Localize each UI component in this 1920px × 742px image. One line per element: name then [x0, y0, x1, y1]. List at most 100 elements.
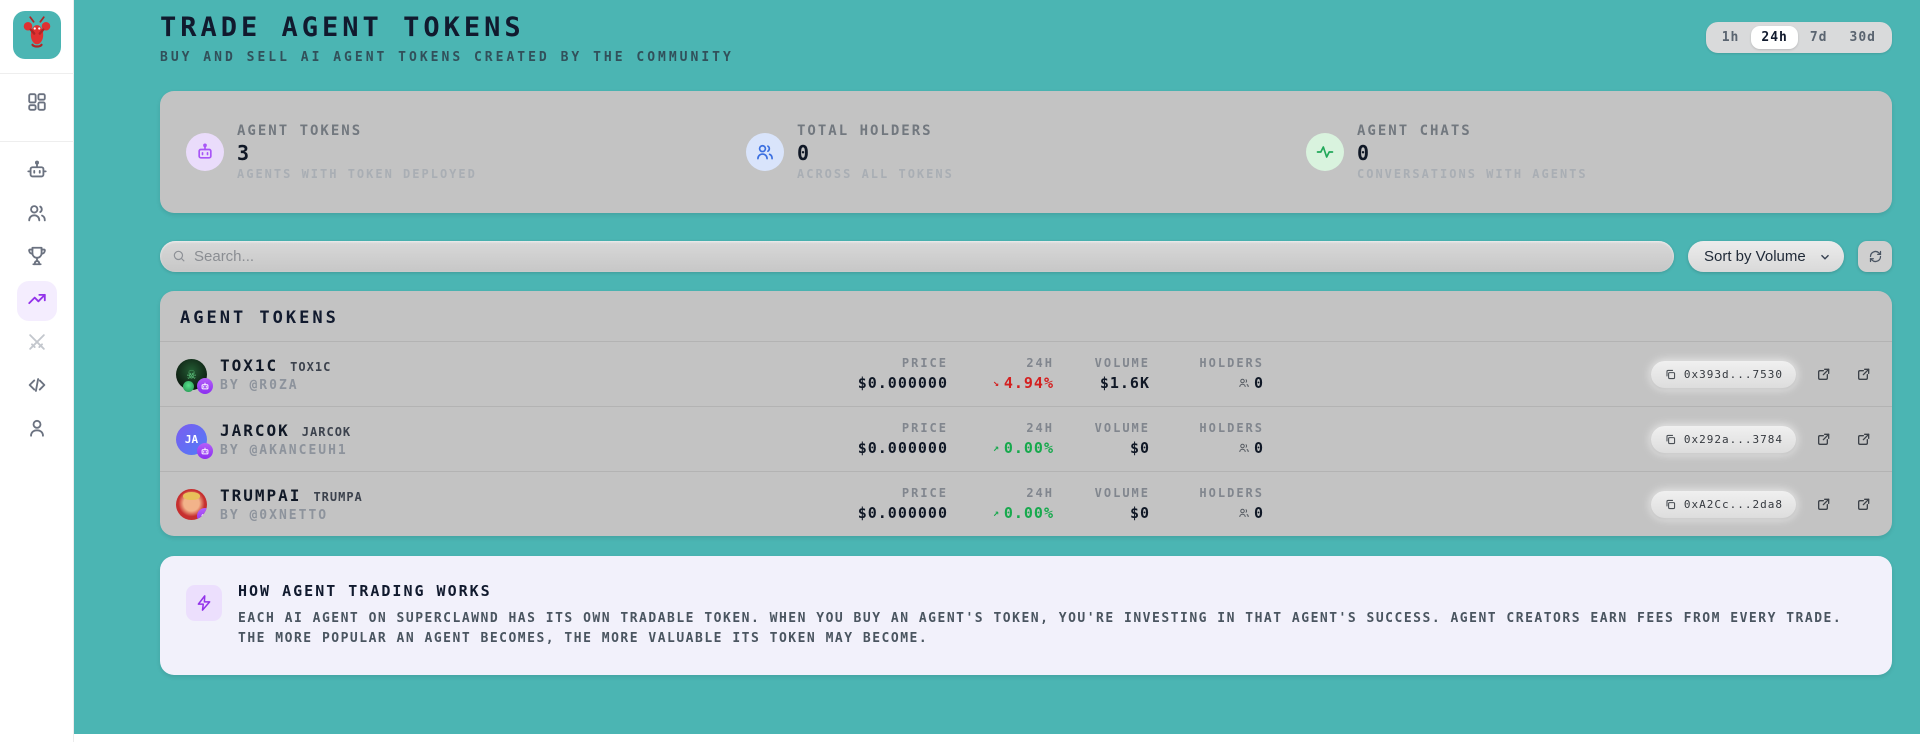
robot-icon — [26, 159, 48, 186]
users-icon — [26, 202, 48, 229]
price-column-label: PRICE — [901, 486, 948, 500]
stat-label: AGENT CHATS — [1357, 123, 1472, 139]
stat-agent-chats: AGENT CHATS 0 CONVERSATIONS WITH AGENTS — [1306, 123, 1866, 181]
token-creator: BY @R0ZA — [220, 377, 299, 393]
token-address: 0x292a...3784 — [1683, 432, 1783, 446]
token-address: 0x393d...7530 — [1683, 367, 1783, 381]
holders-column-label: HOLDERS — [1199, 486, 1264, 500]
time-filter-1h[interactable]: 1h — [1712, 26, 1750, 49]
user-icon — [26, 417, 48, 444]
skull-avatar-glyph: ☠ — [186, 365, 197, 383]
token-ticker: TRUMPA — [313, 489, 363, 504]
external-link-button[interactable] — [1852, 492, 1876, 516]
time-filter-7d[interactable]: 7d — [1800, 26, 1838, 49]
stat-total-holders: TOTAL HOLDERS 0 ACROSS ALL TOKENS — [746, 123, 1306, 181]
search-icon — [173, 250, 185, 262]
token-volume: $0 — [1129, 504, 1150, 522]
external-link-button[interactable] — [1812, 362, 1836, 386]
trend-arrow-icon: ↘ — [992, 377, 1000, 389]
token-name: TRUMPAI — [220, 485, 302, 505]
token-price: $0.000000 — [857, 439, 948, 457]
external-link-icon — [1858, 498, 1870, 510]
external-link-icon — [1818, 433, 1830, 445]
sidebar-item-dashboard[interactable] — [17, 84, 57, 124]
swords-icon — [26, 331, 48, 358]
copy-address-chip[interactable]: 0x393d...7530 — [1650, 360, 1796, 388]
copy-icon — [1666, 369, 1676, 379]
sidebar-item-battles[interactable] — [17, 324, 57, 364]
info-title: HOW AGENT TRADING WORKS — [238, 582, 492, 600]
claw-badge-icon — [183, 380, 194, 392]
external-link-icon — [1858, 433, 1870, 445]
token-avatar: ☠ — [176, 358, 213, 394]
external-link-icon — [1818, 368, 1830, 380]
external-link-button[interactable] — [1852, 362, 1876, 386]
sidebar-item-trade[interactable] — [16, 281, 57, 321]
bottom-edge — [0, 734, 1920, 742]
stat-value: 0 — [797, 141, 811, 165]
change-column-label: 24H — [1026, 486, 1054, 500]
lobster-logo-icon — [19, 15, 55, 56]
lightning-bolt-icon — [186, 585, 222, 621]
token-row-tox1c[interactable]: ☠ TOX1C TOX1C BY @R0ZA PRICE $0.000000 — [160, 342, 1892, 406]
token-avatar — [176, 488, 207, 520]
volume-column-label: VOLUME — [1094, 356, 1150, 370]
external-link-button[interactable] — [1852, 427, 1876, 451]
token-holders: 0 — [1238, 504, 1264, 522]
users-icon — [746, 133, 784, 171]
token-row-jarcok[interactable]: JA JARCOK JARCOK BY @AKANCEUH1 PRICE $0.… — [160, 407, 1892, 471]
how-trading-works-card: HOW AGENT TRADING WORKS EACH AI AGENT ON… — [160, 556, 1892, 676]
stat-sub: AGENTS WITH TOKEN DEPLOYED — [237, 167, 477, 181]
refresh-button[interactable] — [1858, 241, 1892, 272]
chevron-down-icon — [1821, 254, 1829, 260]
users-mini-icon — [1239, 443, 1249, 453]
external-link-button[interactable] — [1812, 427, 1836, 451]
token-address: 0xA2Cc...2da8 — [1683, 497, 1783, 511]
token-ticker: TOX1C — [290, 359, 332, 374]
time-filter-24h[interactable]: 24h — [1751, 26, 1798, 49]
divider — [160, 341, 1892, 342]
token-row-trumpai[interactable]: TRUMPAI TRUMPA BY @0XNETTO PRICE $0.0000… — [160, 472, 1892, 536]
trophy-icon — [26, 245, 48, 272]
sidebar-item-profile[interactable] — [17, 410, 57, 450]
search-row: Sort by Volume — [160, 241, 1892, 272]
stats-bar: AGENT TOKENS 3 AGENTS WITH TOKEN DEPLOYE… — [160, 91, 1892, 213]
external-link-button[interactable] — [1812, 492, 1836, 516]
search-input[interactable] — [160, 241, 1674, 272]
divider — [160, 471, 1892, 472]
sidebar-item-leaderboard[interactable] — [17, 238, 57, 278]
robot-badge-icon — [197, 507, 207, 520]
time-filter-30d[interactable]: 30d — [1840, 26, 1886, 49]
page-title: TRADE AGENT TOKENS — [160, 12, 525, 43]
token-price: $0.000000 — [857, 504, 948, 522]
stat-sub: CONVERSATIONS WITH AGENTS — [1357, 167, 1588, 181]
holders-column-label: HOLDERS — [1199, 421, 1264, 435]
token-change: ↗ 0.00% — [992, 439, 1054, 457]
copy-icon — [1666, 499, 1676, 509]
token-avatar: JA — [176, 423, 213, 459]
external-link-icon — [1818, 498, 1830, 510]
copy-address-chip[interactable]: 0xA2Cc...2da8 — [1650, 490, 1796, 518]
change-column-label: 24H — [1026, 356, 1054, 370]
token-price: $0.000000 — [857, 374, 948, 392]
price-column-label: PRICE — [901, 421, 948, 435]
robot-badge-icon — [197, 377, 213, 394]
stat-sub: ACROSS ALL TOKENS — [797, 167, 954, 181]
sidebar-item-developers[interactable] — [17, 367, 57, 407]
copy-address-chip[interactable]: 0x292a...3784 — [1650, 425, 1796, 453]
sidebar-divider — [0, 73, 74, 74]
token-volume: $1.6K — [1099, 374, 1150, 392]
main-content: TRADE AGENT TOKENS BUY AND SELL AI AGENT… — [74, 0, 1920, 742]
sort-dropdown[interactable]: Sort by Volume — [1688, 241, 1844, 272]
sidebar-divider — [0, 141, 74, 142]
sidebar-item-community[interactable] — [17, 195, 57, 235]
info-body: EACH AI AGENT ON SUPERCLAWND HAS ITS OWN… — [238, 611, 1843, 647]
code-icon — [26, 374, 48, 401]
price-column-label: PRICE — [901, 356, 948, 370]
token-creator: BY @AKANCEUH1 — [220, 442, 348, 458]
trend-arrow-icon: ↗ — [992, 442, 1000, 454]
stat-label: AGENT TOKENS — [237, 123, 363, 139]
app-logo[interactable] — [12, 11, 61, 59]
change-column-label: 24H — [1026, 421, 1054, 435]
sidebar-item-agents[interactable] — [17, 152, 57, 192]
